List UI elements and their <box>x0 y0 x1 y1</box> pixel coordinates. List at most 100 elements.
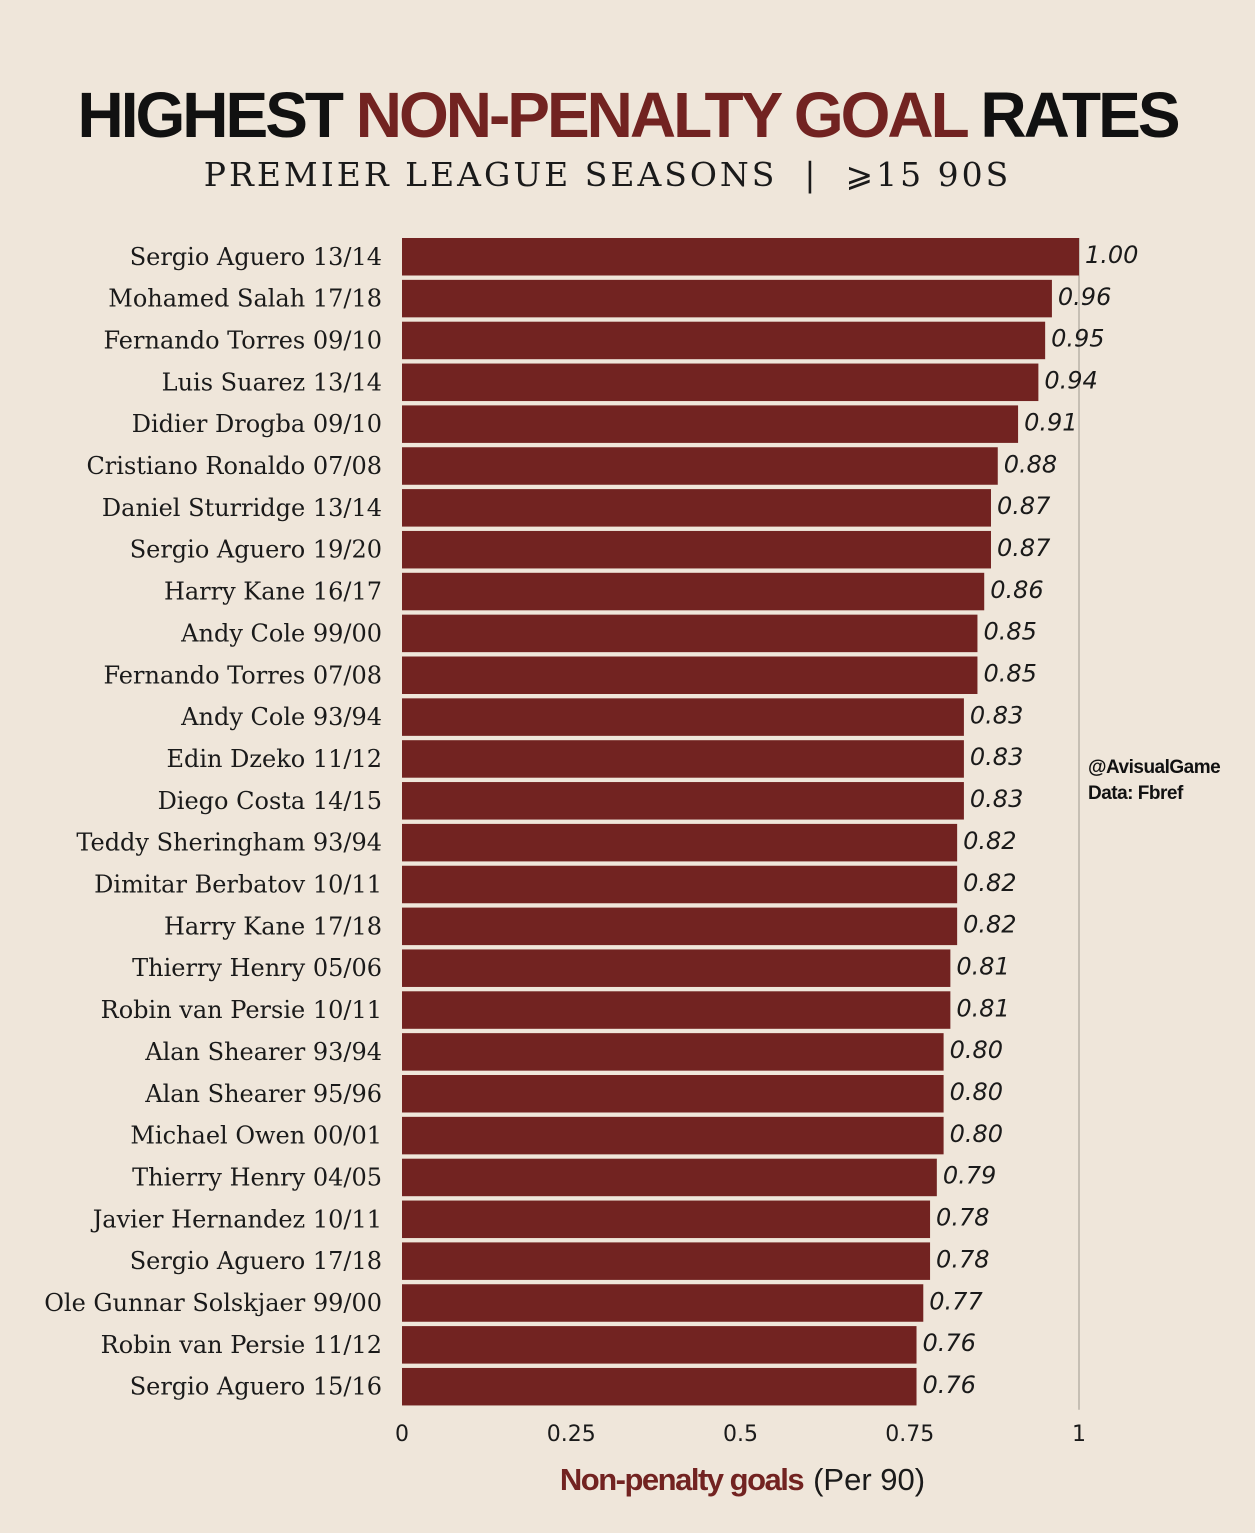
value-label: 0.82 <box>963 869 1016 897</box>
value-label: 0.80 <box>950 1078 1003 1106</box>
category-label: Sergio Aguero 15/16 <box>130 1373 382 1401</box>
value-label: 0.94 <box>1044 367 1097 395</box>
value-label: 0.79 <box>943 1162 996 1190</box>
category-label: Robin van Persie 11/12 <box>101 1331 382 1359</box>
bar <box>402 1284 924 1322</box>
bar <box>402 321 1046 360</box>
category-label: Thierry Henry 04/05 <box>132 1163 382 1191</box>
category-label: Didier Drogba 09/10 <box>132 410 382 438</box>
x-tick-label: 1 <box>1072 1422 1086 1447</box>
value-label: 1.00 <box>1085 241 1138 269</box>
category-label: Sergio Aguero 13/14 <box>130 243 382 271</box>
category-label: Ole Gunnar Solskjaer 99/00 <box>44 1289 382 1317</box>
value-label: 0.80 <box>950 1120 1003 1148</box>
bar <box>402 1075 944 1113</box>
chart-subtitle: PREMIER LEAGUE SEASONS | ⩾15 90S <box>203 155 1012 194</box>
title-part-1: HIGHEST <box>77 79 344 151</box>
x-ticks-group: 0 0.25 0.5 0.75 1 <box>395 1422 1086 1447</box>
category-label: Harry Kane 17/18 <box>164 912 382 940</box>
value-label: 0.78 <box>936 1245 989 1273</box>
bar <box>402 782 964 820</box>
value-label: 0.83 <box>970 743 1023 771</box>
category-label: Teddy Sheringham 93/94 <box>76 829 382 857</box>
value-label: 0.88 <box>1004 450 1057 478</box>
bar <box>402 823 958 862</box>
category-label: Robin van Persie 10/11 <box>101 996 382 1024</box>
category-label: Alan Shearer 95/96 <box>144 1080 382 1108</box>
bar <box>402 1116 944 1155</box>
value-label: 0.86 <box>990 576 1043 604</box>
bar <box>402 530 991 569</box>
bar <box>402 698 964 736</box>
bar <box>402 614 978 653</box>
value-label: 0.87 <box>997 492 1051 520</box>
value-label: 0.85 <box>983 618 1036 646</box>
x-tick-label: 0.25 <box>547 1422 596 1447</box>
bar <box>402 740 964 778</box>
credit-block: @AvisualGame Data: Fbref <box>1088 755 1221 807</box>
category-label: Javier Hernandez 10/11 <box>90 1205 382 1233</box>
title-part-3: RATES <box>980 79 1180 151</box>
value-label: 0.85 <box>983 660 1036 688</box>
category-label: Dimitar Berbatov 10/11 <box>94 871 382 899</box>
bar <box>402 279 1052 318</box>
value-label: 0.76 <box>923 1371 976 1399</box>
value-label: 0.95 <box>1051 325 1104 353</box>
bar <box>402 1326 917 1364</box>
bar <box>402 1367 917 1406</box>
category-label: Cristiano Ronaldo 07/08 <box>86 452 382 480</box>
title-part-2-accent: NON-PENALTY GOAL <box>355 79 969 151</box>
chart-title: HIGHEST NON-PENALTY GOAL RATES <box>0 78 1255 152</box>
bar <box>402 1200 931 1239</box>
category-label: Daniel Sturridge 13/14 <box>102 494 382 522</box>
bar <box>402 991 951 1029</box>
x-tick-label: 0 <box>395 1422 409 1447</box>
category-label: Fernando Torres 09/10 <box>103 326 382 354</box>
bar <box>402 949 951 987</box>
category-label: Mohamed Salah 17/18 <box>108 285 382 313</box>
value-label: 0.83 <box>970 701 1023 729</box>
bar <box>402 447 998 485</box>
value-label: 0.81 <box>956 994 1009 1022</box>
x-axis-title-main: Non-penalty goals <box>559 1462 805 1497</box>
bar <box>402 656 978 694</box>
bar <box>402 865 958 904</box>
value-label: 0.87 <box>997 534 1051 562</box>
credit-handle: @AvisualGame <box>1088 757 1221 778</box>
bar <box>402 405 1019 443</box>
category-label: Luis Suarez 13/14 <box>162 368 382 396</box>
category-label: Sergio Aguero 19/20 <box>130 536 382 564</box>
bar <box>402 907 958 946</box>
value-label: 0.83 <box>970 785 1023 813</box>
value-label: 0.91 <box>1024 408 1077 436</box>
category-label: Edin Dzeko 11/12 <box>166 745 382 773</box>
category-label: Fernando Torres 07/08 <box>103 661 382 689</box>
bar <box>402 1158 937 1197</box>
value-label: 0.76 <box>923 1329 976 1357</box>
value-label: 0.81 <box>956 952 1009 980</box>
x-tick-label: 0.5 <box>723 1422 758 1447</box>
category-label: Alan Shearer 93/94 <box>144 1038 382 1066</box>
value-label: 0.82 <box>963 827 1016 855</box>
value-label: 0.80 <box>950 1036 1003 1064</box>
x-axis-title: Non-penalty goals (Per 90) <box>0 1462 1255 1498</box>
x-axis-title-unit: (Per 90) <box>813 1462 926 1497</box>
value-label: 0.77 <box>929 1287 983 1315</box>
category-label: Harry Kane 16/17 <box>164 578 382 606</box>
bar <box>402 1033 944 1071</box>
category-label: Michael Owen 00/01 <box>130 1122 382 1150</box>
category-label: Andy Cole 99/00 <box>180 619 382 647</box>
bar <box>402 489 991 527</box>
bars-group <box>402 238 1079 1406</box>
category-label: Diego Costa 14/15 <box>158 787 382 815</box>
value-label: 0.96 <box>1058 283 1111 311</box>
bar <box>402 363 1039 402</box>
category-label: Thierry Henry 05/06 <box>132 954 382 982</box>
category-label: Andy Cole 93/94 <box>180 703 382 731</box>
category-label: Sergio Aguero 17/18 <box>130 1247 382 1275</box>
bar <box>402 572 985 611</box>
value-label: 0.82 <box>963 911 1016 939</box>
credit-source: Data: Fbref <box>1088 783 1183 804</box>
value-labels-group: 1.00 0.96 0.95 0.94 0.91 0.88 0.87 0.87 0.86 0.85… <box>923 241 1139 1399</box>
